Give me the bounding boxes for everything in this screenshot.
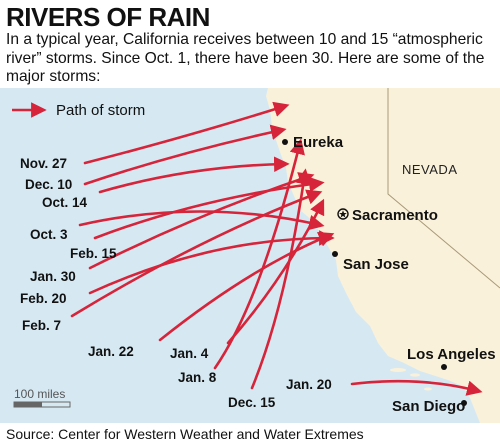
- san-diego-marker-icon: [461, 400, 467, 406]
- storm-label: Oct. 3: [30, 227, 68, 242]
- scale-label: 100 miles: [14, 387, 65, 401]
- storm-path-jan-20: [350, 379, 483, 396]
- storm-path-jan-30: [88, 172, 315, 270]
- los-angeles-marker-icon: [441, 364, 447, 370]
- eureka-marker-icon: [282, 139, 288, 145]
- source-credit: Source: Center for Western Weather and W…: [6, 426, 364, 442]
- land-california: [266, 88, 500, 423]
- storm-path-dec-15: [250, 168, 312, 390]
- nevada-border: [387, 88, 500, 289]
- city-label-los-angeles: Los Angeles: [407, 346, 496, 363]
- storm-path-jan-4: [226, 198, 325, 345]
- legend: Path of storm: [12, 102, 145, 119]
- storm-label: Feb. 20: [20, 291, 67, 306]
- san-jose-marker-icon: [332, 251, 338, 257]
- city-labels: Eureka Sacramento San Jose Los Angeles S…: [293, 134, 496, 415]
- city-label-eureka: Eureka: [293, 134, 344, 151]
- storm-path-oct-14: [98, 156, 290, 194]
- storm-paths: [70, 101, 483, 396]
- channel-island: [410, 373, 420, 377]
- storm-path-dec-10: [83, 124, 287, 186]
- scale-bar: 100 miles: [13, 387, 71, 408]
- city-label-san-diego: San Diego: [392, 398, 465, 415]
- storm-path-feb-7: [70, 189, 323, 318]
- scale-bar-fill: [14, 402, 42, 407]
- city-label-sacramento: Sacramento: [352, 207, 438, 224]
- sacramento-star-icon: [337, 208, 349, 220]
- storm-path-nov-27: [83, 101, 290, 165]
- storm-label: Feb. 7: [22, 318, 61, 333]
- storm-label: Feb. 15: [70, 246, 117, 261]
- city-label-san-jose: San Jose: [343, 256, 409, 273]
- storm-label: Jan. 20: [286, 377, 332, 392]
- storm-path-jan-8: [213, 138, 305, 370]
- storm-label: Jan. 4: [170, 346, 209, 361]
- state-label-nevada: NEVADA: [402, 162, 458, 177]
- storm-path-oct-3: [78, 210, 325, 231]
- storm-label: Oct. 14: [42, 195, 88, 210]
- storm-label: Jan. 30: [30, 269, 76, 284]
- legend-label: Path of storm: [56, 102, 145, 119]
- storm-label: Jan. 22: [88, 344, 134, 359]
- storm-labels: Nov. 27 Dec. 10 Oct. 14 Oct. 3 Feb. 15 J…: [20, 156, 332, 410]
- storm-map: Path of storm NEVADA Eureka Sacramento S…: [0, 88, 500, 423]
- channel-island: [390, 368, 406, 372]
- storm-path-feb-15: [93, 176, 325, 240]
- city-markers: [282, 139, 467, 406]
- storm-label: Dec. 10: [25, 177, 72, 192]
- headline: RIVERS OF RAIN: [6, 2, 210, 32]
- storm-path-feb-20: [88, 230, 335, 295]
- storm-path-jan-22: [158, 231, 335, 342]
- storm-label: Jan. 8: [178, 370, 217, 385]
- channel-island: [424, 387, 432, 391]
- storm-label: Nov. 27: [20, 156, 67, 171]
- storm-label: Dec. 15: [228, 395, 276, 410]
- intro-text: In a typical year, California receives b…: [6, 31, 485, 85]
